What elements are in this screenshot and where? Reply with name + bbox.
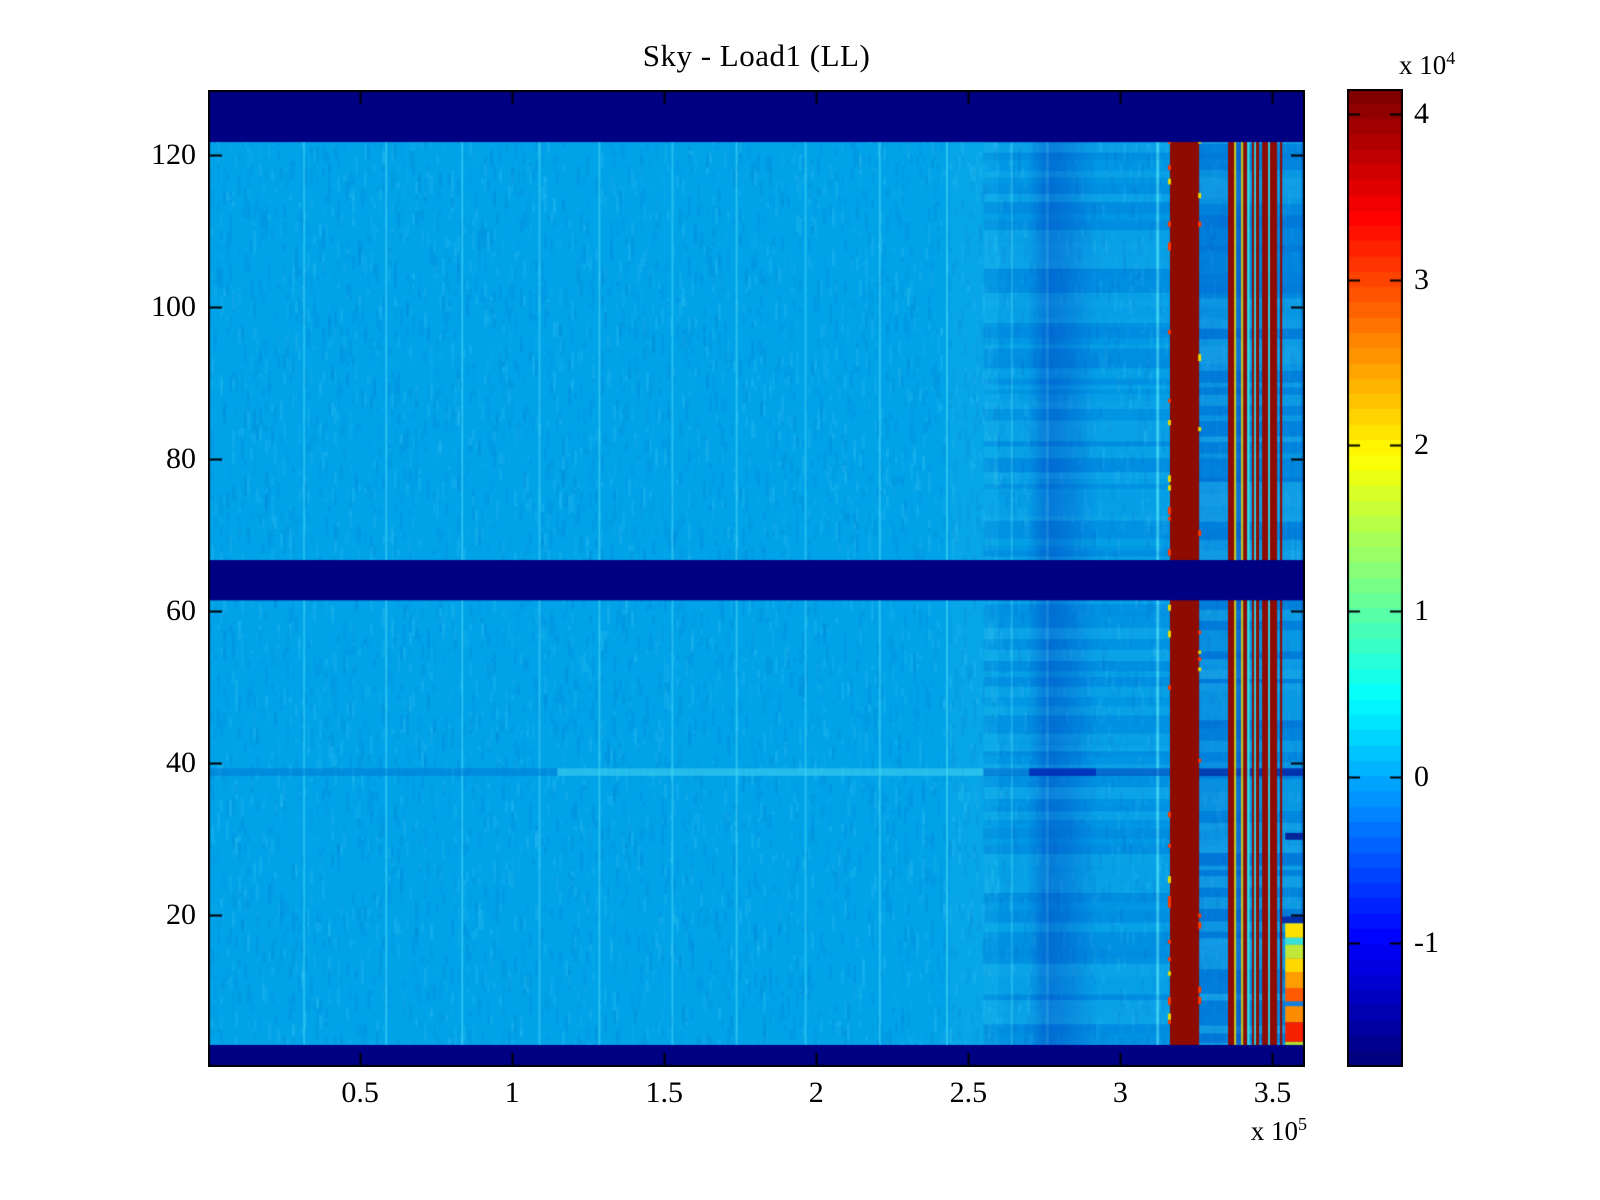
colorbar-tick-label: 1 — [1414, 594, 1429, 628]
y-tick-label: 80 — [166, 441, 196, 475]
x-tick-label: 3.5 — [1253, 1076, 1292, 1109]
colorbar-exponent-prefix: x 10 — [1399, 50, 1447, 80]
colorbar-tick-label: -1 — [1414, 925, 1439, 959]
colorbar-tick-label: 3 — [1414, 262, 1429, 296]
x-tick-label: 2.5 — [949, 1076, 988, 1109]
plot-title: Sky - Load1 (LL) — [642, 38, 871, 73]
colorbar-tick-label: 2 — [1414, 428, 1429, 462]
y-tick-label: 20 — [166, 897, 196, 931]
x-tick-label: 3 — [1112, 1076, 1128, 1109]
y-tick-label: 60 — [166, 593, 196, 627]
x-tick-label: 1 — [504, 1076, 520, 1109]
colorbar-exponent-sup: 4 — [1446, 48, 1456, 68]
y-tick-label: 120 — [151, 137, 196, 171]
colorbar-canvas — [1347, 89, 1403, 1067]
x-axis-exponent-label: x 105 — [1251, 1108, 1307, 1147]
colorbar-exponent-label: x 104 — [1399, 42, 1455, 81]
x-axis-exponent-sup: 5 — [1298, 1114, 1307, 1134]
y-tick-label: 100 — [151, 289, 196, 323]
colorbar-tick-label: 4 — [1414, 96, 1429, 130]
x-tick-label: 1.5 — [645, 1076, 683, 1109]
colorbar-tick-label: 0 — [1414, 759, 1429, 793]
heatmap-canvas — [208, 90, 1305, 1067]
x-tick-label: 0.5 — [341, 1076, 379, 1109]
x-tick-label: 2 — [808, 1076, 824, 1109]
y-tick-label: 40 — [166, 745, 196, 779]
x-axis-exponent-prefix: x 10 — [1250, 1116, 1298, 1146]
